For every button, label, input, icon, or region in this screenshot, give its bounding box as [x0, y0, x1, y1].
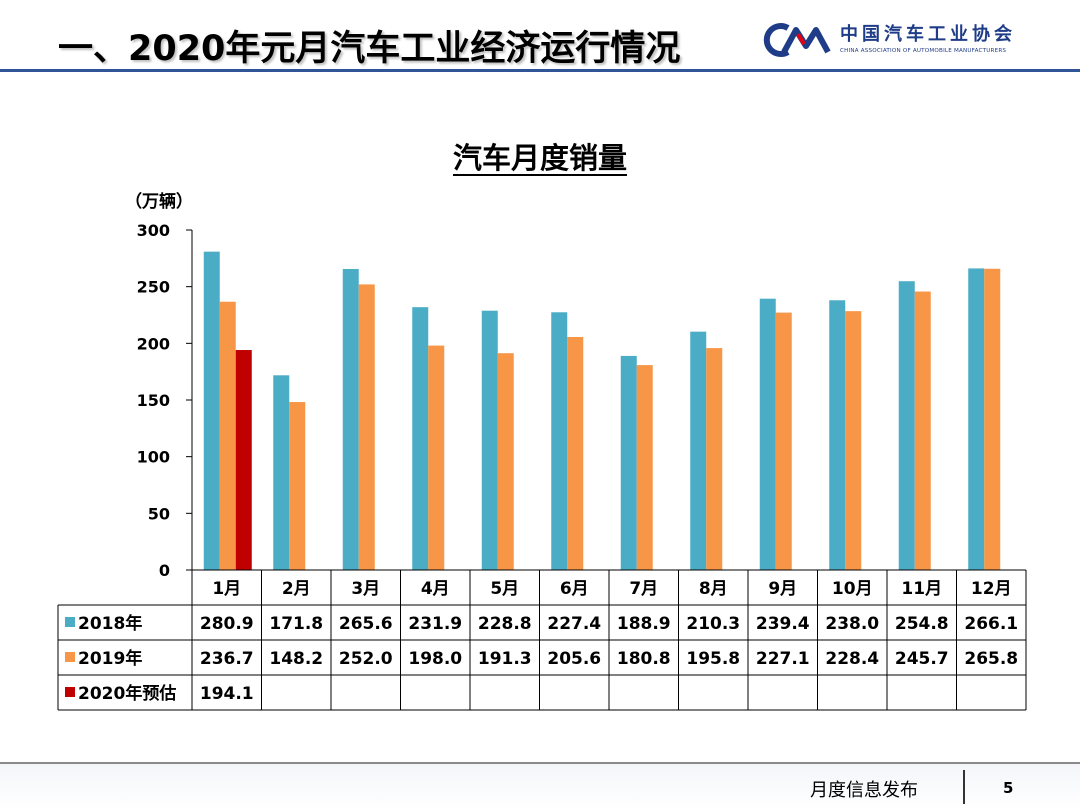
table-row-label: 2018年: [78, 613, 142, 634]
table-cell-value: 194.1: [200, 684, 254, 704]
y-tick-label: 100: [137, 448, 170, 467]
y-axis-unit-label: （万辆）: [125, 191, 193, 212]
bar-2019年-10月: [845, 311, 862, 570]
table-cell-value: 188.9: [617, 614, 671, 634]
y-tick-label: 300: [137, 221, 170, 240]
bar-2019年-5月: [497, 353, 514, 570]
bar-2018年-3月: [342, 268, 359, 570]
bar-2019年-12月: [984, 268, 1001, 570]
bar-2019年-2月: [289, 402, 306, 570]
bar-2019年-7月: [636, 365, 653, 570]
bar-2018年-4月: [412, 307, 429, 570]
y-tick-label: 150: [137, 391, 170, 410]
legend-key-2020年预估: [65, 687, 75, 697]
bar-2018年-5月: [481, 310, 498, 570]
x-category-label: 11月: [901, 579, 942, 599]
x-category-label: 12月: [971, 579, 1012, 599]
table-cell-value: 205.6: [547, 649, 601, 669]
bar-2019年-4月: [428, 345, 445, 570]
chart: （万辆） 0 50 100 150 200 250 300 1月 2月 3月 4月 5月 6月 7月 8月 9月…: [57, 191, 1027, 711]
table-cell-value: 227.1: [756, 649, 810, 669]
y-tick-label: 200: [137, 334, 170, 353]
table-row-label: 2019年: [78, 648, 142, 669]
table-cell-value: 280.9: [200, 614, 254, 634]
footer-divider: [0, 762, 1080, 764]
table-cell-value: 238.0: [825, 614, 879, 634]
table-cell-value: 231.9: [408, 614, 462, 634]
cam-logo-icon: [763, 23, 831, 57]
x-category-label: 10月: [832, 579, 873, 599]
bar-2018年-9月: [759, 298, 776, 570]
bar-2018年-7月: [620, 355, 637, 570]
y-tick-label: 250: [137, 278, 170, 297]
header-divider: [0, 69, 1080, 72]
bar-2018年-10月: [829, 300, 846, 570]
logo-name-en: CHINA ASSOCIATION OF AUTOMOBILE MANUFACT…: [840, 48, 1007, 54]
y-tick-label: 50: [148, 504, 170, 523]
bar-2019年-9月: [775, 312, 792, 570]
bar-2018年-6月: [551, 312, 568, 570]
table-row-label: 2020年预估: [78, 683, 176, 704]
table-cell-value: 227.4: [547, 614, 601, 634]
chart-title-text: 汽车月度销量: [452, 141, 627, 175]
legend-key-2018年: [65, 617, 75, 627]
bar-2019年-6月: [567, 336, 584, 570]
bar-2018年-2月: [273, 375, 290, 570]
footer-area: [0, 764, 1080, 811]
cam-logo: 中国汽车工业协会 CHINA ASSOCIATION OF AUTOMOBILE…: [758, 18, 1068, 63]
table-cell-value: 265.8: [964, 649, 1018, 669]
footer-separator: [963, 770, 965, 804]
x-category-label: 9月: [768, 579, 797, 599]
bar-2018年-11月: [898, 281, 915, 570]
bar-2020年预估-1月: [235, 350, 252, 570]
x-category-label: 3月: [351, 579, 380, 599]
table-cell-value: 228.8: [478, 614, 532, 634]
y-tick-label: 0: [159, 561, 170, 580]
table-cell-value: 265.6: [339, 614, 393, 634]
bar-2019年-11月: [914, 291, 931, 570]
table-cell-value: 252.0: [339, 649, 393, 669]
legend-key-2019年: [65, 652, 75, 662]
bar-2018年-12月: [968, 268, 985, 570]
table-cell-value: 191.3: [478, 649, 532, 669]
x-category-label: 5月: [490, 579, 519, 599]
table-cell-value: 195.8: [686, 649, 740, 669]
chart-title: 汽车月度销量: [0, 135, 1080, 177]
table-cell-value: 245.7: [895, 649, 949, 669]
footer-label: 月度信息发布: [810, 780, 918, 801]
bar-2018年-8月: [690, 331, 707, 570]
x-category-label: 1月: [212, 579, 241, 599]
x-category-label: 7月: [629, 579, 658, 599]
table-cell-value: 171.8: [269, 614, 323, 634]
x-category-label: 4月: [421, 579, 450, 599]
bar-2018年-1月: [203, 251, 220, 570]
logo-name-cn: 中国汽车工业协会: [840, 24, 1016, 45]
table-cell-value: 210.3: [686, 614, 740, 634]
table-cell-value: 266.1: [964, 614, 1018, 634]
table-cell-value: 236.7: [200, 649, 254, 669]
bar-2019年-3月: [358, 284, 375, 570]
slide-title: 一、2020年元月汽车工业经济运行情况: [58, 29, 681, 69]
table-cell-value: 198.0: [408, 649, 462, 669]
bar-2019年-8月: [706, 348, 723, 570]
table-cell-value: 239.4: [756, 614, 810, 634]
table-cell-value: 254.8: [895, 614, 949, 634]
table-cell-value: 148.2: [269, 649, 323, 669]
x-category-label: 6月: [560, 579, 589, 599]
table-cell-value: 180.8: [617, 649, 671, 669]
page-number: 5: [1003, 779, 1014, 797]
x-category-label: 2月: [282, 579, 311, 599]
bar-2019年-1月: [219, 301, 236, 570]
table-cell-value: 228.4: [825, 649, 879, 669]
x-category-label: 8月: [699, 579, 728, 599]
